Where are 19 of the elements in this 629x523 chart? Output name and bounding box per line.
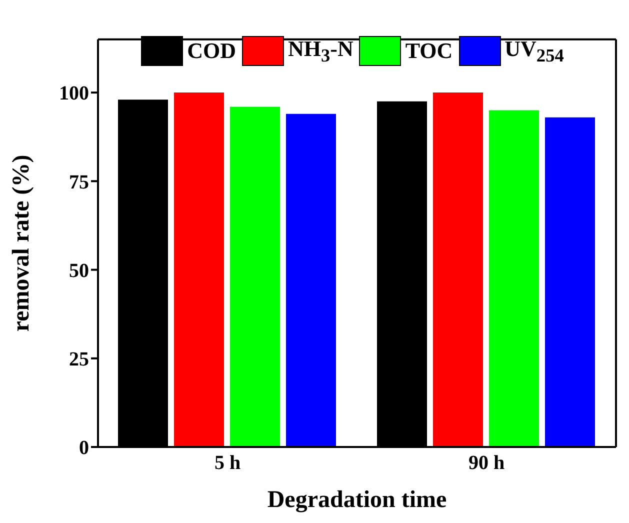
y-tick-label: 75 [69,171,89,194]
x-tick-label: 5 h [214,452,241,474]
y-tick-label: 100 [59,82,89,105]
legend-label: TOC [405,38,453,64]
legend-label: COD [187,38,236,64]
legend-label: NH$_{3}$-N [288,36,354,66]
bar [433,92,483,447]
x-axis-title: Degradation time [267,487,447,513]
bar [286,114,336,447]
x-tick-label: 90 h [468,452,505,474]
y-axis-title: removal rate (%) [8,154,35,332]
y-tick-label: 50 [69,260,89,282]
bar [230,106,280,447]
bar [174,92,224,447]
y-tick-label: 25 [69,348,89,370]
bar [489,110,539,447]
y-tick-label: 0 [79,437,89,460]
bar [545,117,595,447]
legend-label: UV$_{254}$ [504,36,564,66]
